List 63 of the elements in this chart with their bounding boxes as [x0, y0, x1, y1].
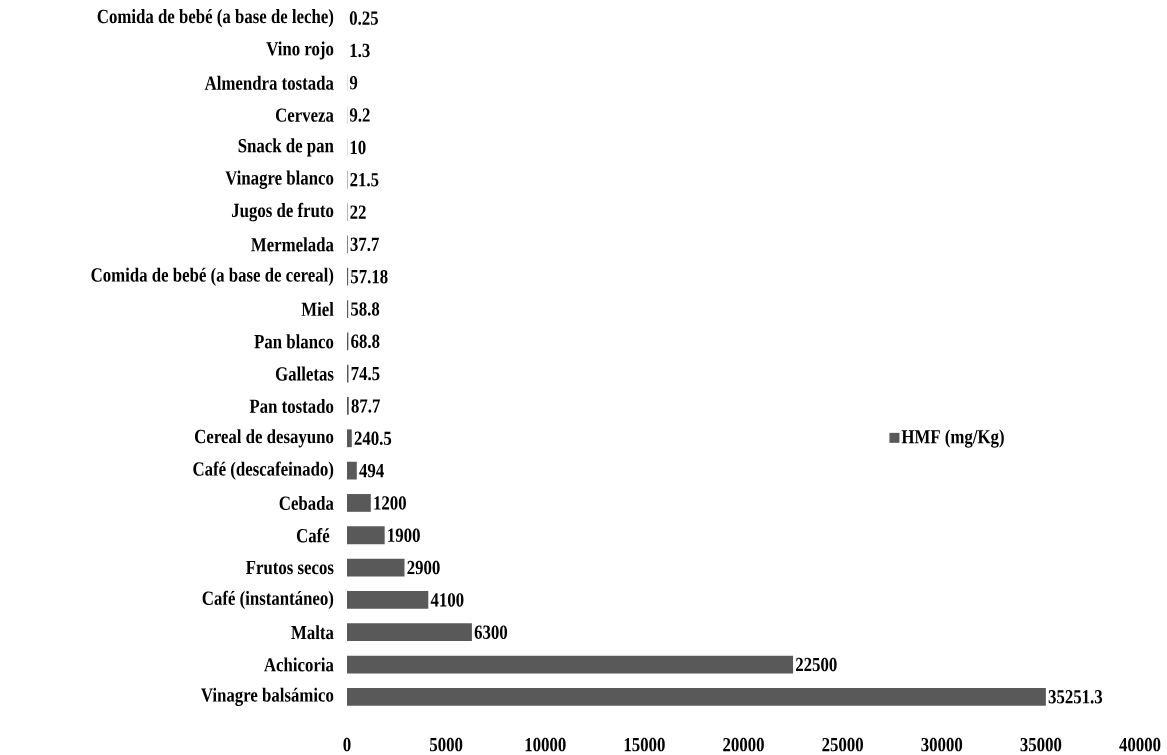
data-label: 494 — [359, 463, 384, 478]
y-tick-label: Almendra tostada — [204, 75, 334, 90]
y-tick-label: Café — [296, 528, 330, 543]
y-tick-label: Cereal de desayuno — [195, 429, 334, 448]
data-label: 21.5 — [350, 172, 379, 187]
x-tick-label: 15000 — [624, 737, 665, 752]
y-tick-label: Achicoria — [264, 657, 334, 672]
x-tick-label: 20000 — [723, 737, 764, 752]
data-label: 1.3 — [350, 43, 370, 58]
y-tick-label: Vino rojo — [266, 41, 334, 60]
y-tick-label: Malta — [291, 625, 334, 640]
bar — [347, 494, 371, 512]
bar — [347, 558, 405, 577]
bar — [347, 461, 357, 480]
data-label: 9 — [349, 76, 358, 90]
x-tick-label: 10000 — [525, 737, 566, 752]
y-tick-label: Snack de pan — [238, 138, 334, 157]
data-label: 10 — [350, 140, 366, 155]
bar — [347, 429, 352, 448]
y-tick-label: Jugos de fruto — [231, 202, 334, 222]
data-label: 22 — [350, 205, 366, 219]
bar — [347, 655, 794, 674]
bar — [347, 687, 1046, 706]
data-label: 87.7 — [351, 399, 380, 413]
data-label: 9.2 — [349, 108, 370, 122]
data-label: 6300 — [474, 625, 508, 639]
bar — [347, 526, 385, 545]
x-tick-label: 40000 — [1119, 737, 1161, 752]
y-tick-label: Pan blanco — [254, 334, 334, 349]
bar — [347, 623, 472, 642]
y-tick-label: Café (instantáneo) — [202, 590, 334, 610]
x-tick-label: 30000 — [921, 737, 963, 752]
data-label: 4100 — [430, 593, 464, 607]
data-label: 240.5 — [354, 431, 392, 446]
data-label: 37.7 — [350, 237, 379, 252]
data-label: 74.5 — [351, 366, 380, 381]
data-label: 68.8 — [351, 334, 380, 349]
data-label: 2900 — [407, 560, 440, 575]
y-tick-label: Café (descafeinado) — [193, 461, 334, 480]
y-tick-label: Galletas — [275, 366, 334, 381]
y-tick-label: Mermelada — [251, 237, 334, 252]
bar — [347, 590, 429, 609]
y-tick-label: Comida de bebé (a base de leche) — [97, 9, 334, 28]
y-tick-label: Vinagre blanco — [225, 170, 334, 189]
data-label: 1200 — [374, 496, 406, 510]
x-tick-label: 35000 — [1020, 737, 1062, 752]
y-tick-label: Frutos secos — [245, 560, 334, 575]
data-label: 57.18 — [351, 269, 388, 284]
y-tick-label: Vinagre balsámico — [201, 687, 334, 706]
data-label: 1900 — [388, 528, 420, 542]
y-tick-label: Cerveza — [275, 108, 334, 122]
data-label: 22500 — [795, 657, 837, 672]
y-tick-label: Pan tostado — [249, 398, 334, 414]
y-tick-label: Comida de bebé (a base de cereal) — [91, 267, 334, 286]
data-label: 0.25 — [349, 11, 378, 25]
legend-label: HMF (mg/Kg) — [901, 429, 1004, 448]
y-tick-label: Cebada — [279, 495, 334, 510]
x-tick-label: 0 — [343, 737, 351, 752]
x-tick-label: 5000 — [430, 737, 463, 752]
data-label: 35251.3 — [1048, 690, 1103, 704]
data-label: 58.8 — [351, 302, 380, 316]
x-tick-label: 25000 — [822, 737, 863, 752]
y-tick-label: Miel — [301, 301, 334, 317]
